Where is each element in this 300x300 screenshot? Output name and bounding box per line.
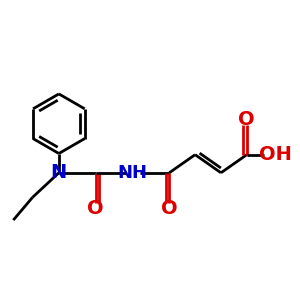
Text: O: O (238, 110, 255, 129)
Text: NH: NH (118, 164, 148, 182)
Text: N: N (51, 163, 67, 182)
Text: O: O (87, 200, 104, 218)
Text: OH: OH (260, 145, 292, 164)
Text: O: O (161, 200, 178, 218)
